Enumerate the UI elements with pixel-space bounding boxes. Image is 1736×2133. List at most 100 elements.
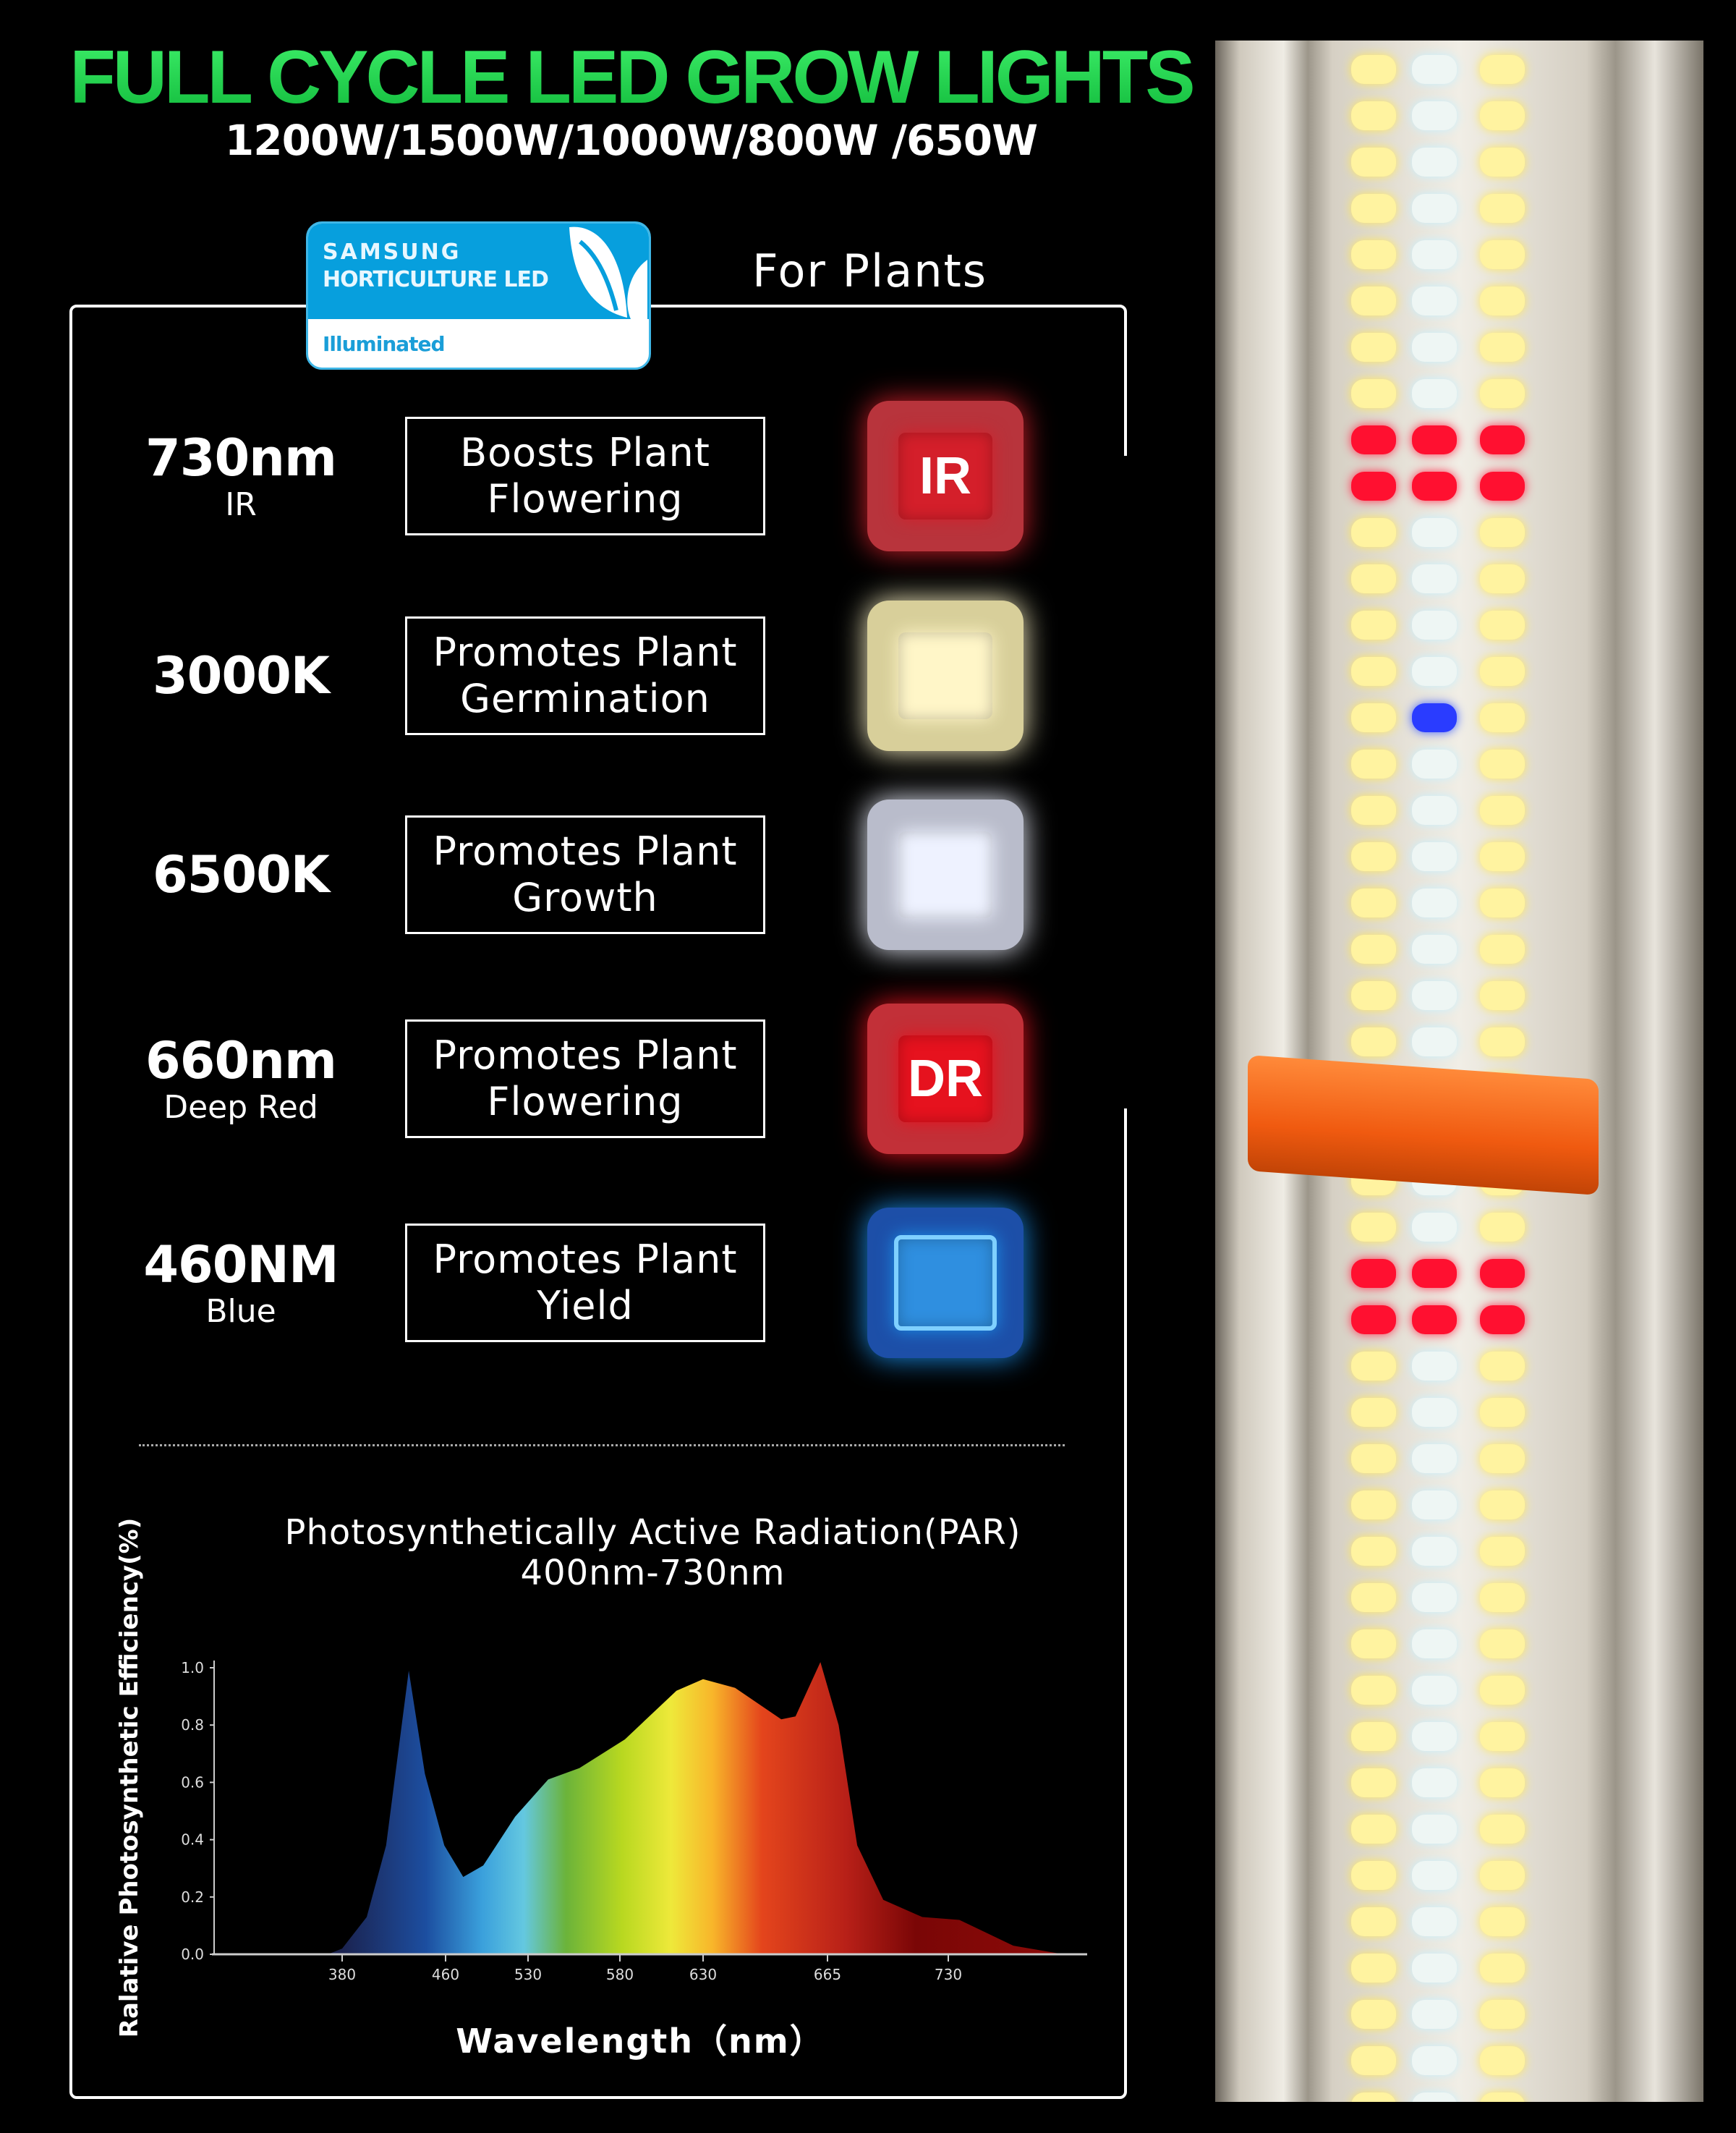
led-dot bbox=[1480, 1444, 1525, 1473]
blue-led-chip-icon bbox=[867, 1208, 1024, 1358]
led-dot bbox=[1412, 889, 1457, 917]
led-dot bbox=[1412, 1722, 1457, 1751]
led-dot bbox=[1351, 2000, 1396, 2029]
led-dot bbox=[1412, 981, 1457, 1010]
led-chip-label bbox=[894, 1235, 997, 1331]
led-dot bbox=[1412, 842, 1457, 871]
led-dot bbox=[1480, 55, 1525, 84]
led-dot bbox=[1480, 101, 1525, 130]
led-dot bbox=[1412, 333, 1457, 362]
led-dot bbox=[1480, 1490, 1525, 1519]
led-dot bbox=[1480, 611, 1525, 640]
led-dot bbox=[1351, 750, 1396, 779]
led-dot bbox=[1351, 1398, 1396, 1427]
led-dot bbox=[1480, 796, 1525, 825]
led-dot bbox=[1412, 1490, 1457, 1519]
led-dot bbox=[1351, 148, 1396, 177]
x-tick-label: 580 bbox=[606, 1966, 634, 1983]
led-dot bbox=[1412, 1815, 1457, 1844]
leaf-icon bbox=[569, 226, 647, 319]
spectrum-value: 3000K bbox=[152, 646, 330, 705]
led-dot bbox=[1480, 1907, 1525, 1936]
led-dot bbox=[1351, 194, 1396, 223]
led-dot bbox=[1480, 842, 1525, 871]
led-dot bbox=[1412, 518, 1457, 547]
led-dot bbox=[1351, 1629, 1396, 1658]
spectrum-label: 6500K bbox=[89, 846, 393, 904]
led-dot bbox=[1351, 981, 1396, 1010]
led-dot bbox=[1351, 425, 1396, 454]
x-tick-label: 530 bbox=[514, 1966, 542, 1983]
led-dot bbox=[1412, 611, 1457, 640]
led-dot bbox=[1351, 240, 1396, 269]
led-dot bbox=[1351, 842, 1396, 871]
led-dot bbox=[1412, 1861, 1457, 1890]
led-dot bbox=[1412, 1444, 1457, 1473]
led-dot bbox=[1480, 1259, 1525, 1288]
spectrum-label: 460NM Blue bbox=[89, 1236, 393, 1330]
led-dot bbox=[1351, 1768, 1396, 1797]
led-dot bbox=[1351, 101, 1396, 130]
led-chip-label: IR bbox=[898, 433, 992, 520]
led-dot bbox=[1351, 611, 1396, 640]
led-dot bbox=[1351, 1537, 1396, 1566]
samsung-horticulture-badge: SAMSUNG HORTICULTURE LED Illuminated bbox=[306, 221, 651, 370]
led-dot bbox=[1412, 379, 1457, 408]
led-dot bbox=[1480, 1027, 1525, 1056]
led-dot bbox=[1351, 1305, 1396, 1334]
led-dot bbox=[1480, 1815, 1525, 1844]
x-tick-label: 665 bbox=[814, 1966, 841, 1983]
led-dot bbox=[1412, 1305, 1457, 1334]
led-dot bbox=[1351, 2046, 1396, 2075]
led-dot bbox=[1412, 1629, 1457, 1658]
led-dot bbox=[1351, 796, 1396, 825]
led-dot bbox=[1412, 935, 1457, 964]
led-dot bbox=[1412, 2046, 1457, 2075]
led-dot bbox=[1351, 55, 1396, 84]
led-dot bbox=[1480, 1305, 1525, 1334]
badge-brand: SAMSUNG bbox=[323, 239, 461, 265]
led-dot bbox=[1412, 750, 1457, 779]
spectrum-label: 730nm IR bbox=[89, 429, 393, 523]
led-dot bbox=[1351, 1490, 1396, 1519]
x-tick-label: 730 bbox=[935, 1966, 962, 1983]
led-dot bbox=[1351, 703, 1396, 732]
led-dot bbox=[1351, 1259, 1396, 1288]
warm-white-led-chip-icon bbox=[867, 601, 1024, 751]
led-dot bbox=[1480, 1629, 1525, 1658]
led-dot bbox=[1480, 1768, 1525, 1797]
led-dot bbox=[1480, 657, 1525, 686]
led-dot bbox=[1480, 333, 1525, 362]
led-dot bbox=[1480, 564, 1525, 593]
led-dot bbox=[1351, 379, 1396, 408]
orange-mounting-clip bbox=[1248, 1055, 1599, 1195]
badge-line: HORTICULTURE LED bbox=[323, 267, 549, 292]
led-dot bbox=[1480, 425, 1525, 454]
led-chip-label: DR bbox=[898, 1035, 992, 1122]
led-dot bbox=[1351, 889, 1396, 917]
led-dot bbox=[1480, 1213, 1525, 1242]
led-dot bbox=[1351, 1815, 1396, 1844]
led-dot bbox=[1412, 472, 1457, 501]
led-dot bbox=[1480, 2046, 1525, 2075]
for-plants-label: For Plants bbox=[752, 245, 988, 297]
led-chip-label bbox=[898, 632, 992, 719]
led-dot bbox=[1351, 935, 1396, 964]
led-dot bbox=[1480, 1722, 1525, 1751]
y-tick-label: 0.8 bbox=[181, 1716, 204, 1734]
led-strip-photo bbox=[1215, 41, 1703, 2102]
spectrum-value: 460NM bbox=[143, 1235, 339, 1294]
wattage-subtitle: 1200W/1500W/1000W/800W /650W bbox=[224, 116, 1038, 165]
led-dot bbox=[1412, 1027, 1457, 1056]
led-dot bbox=[1480, 981, 1525, 1010]
led-dot bbox=[1412, 101, 1457, 130]
led-dot bbox=[1412, 703, 1457, 732]
badge-tag: Illuminated bbox=[323, 332, 446, 356]
x-axis-label: Wavelength（nm） bbox=[456, 2022, 825, 2061]
led-dot bbox=[1480, 2000, 1525, 2029]
benefit-box: Boosts Plant Flowering bbox=[405, 417, 765, 535]
y-tick-label: 0.2 bbox=[181, 1888, 204, 1906]
led-dot bbox=[1351, 657, 1396, 686]
led-dot bbox=[1351, 1954, 1396, 1983]
y-tick-label: 1.0 bbox=[181, 1659, 204, 1676]
